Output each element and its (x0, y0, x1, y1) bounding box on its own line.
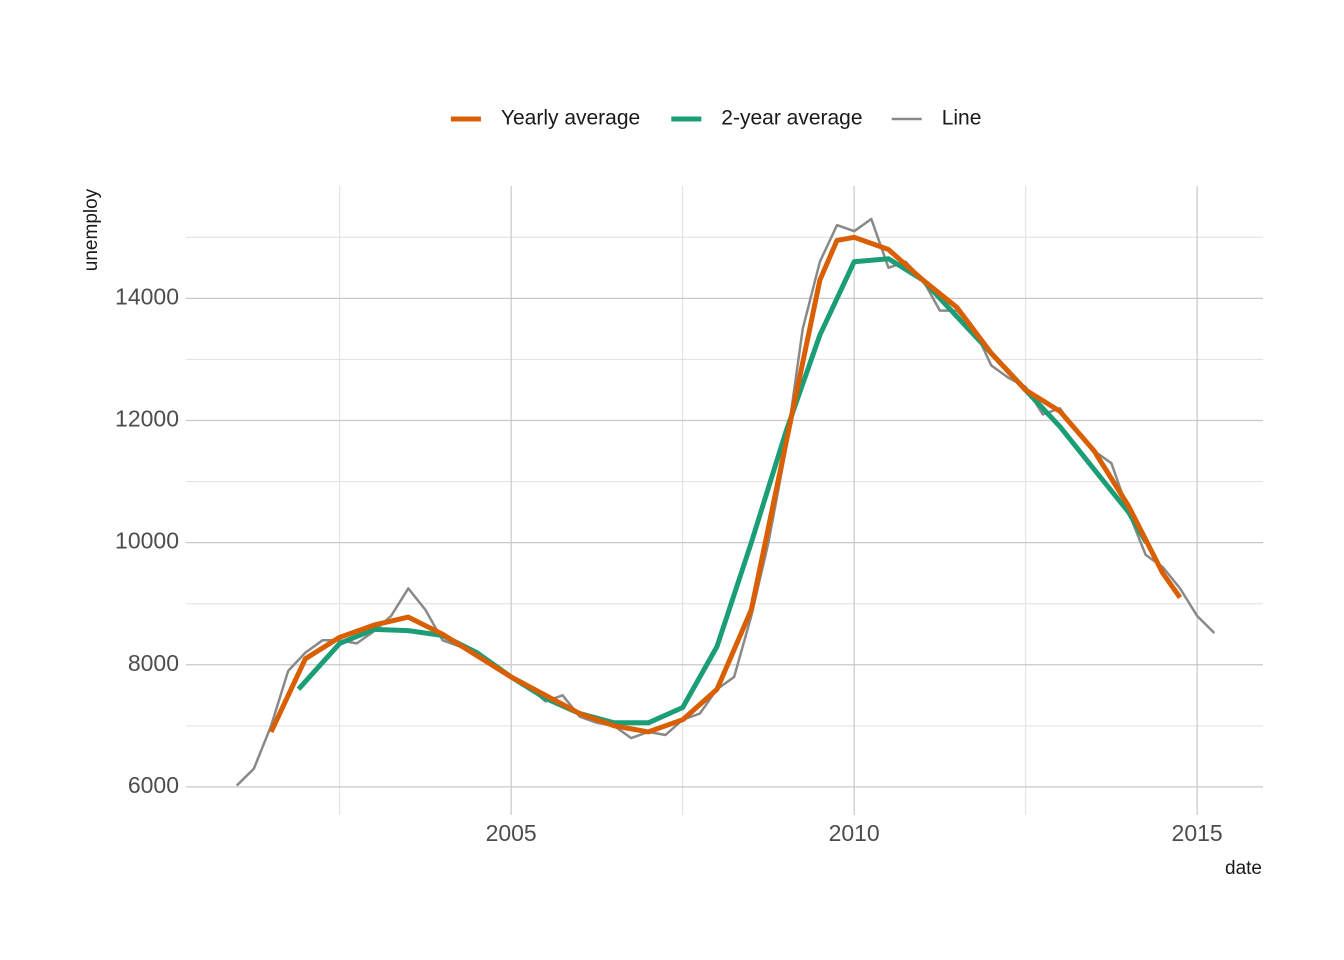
y-tick-label: 8000 (128, 650, 179, 676)
x-tick-label: 2010 (829, 820, 880, 846)
y-tick-label: 12000 (115, 406, 179, 432)
x-tick-label: 2015 (1172, 820, 1223, 846)
y-axis-label: unemploy (81, 188, 102, 271)
series-line (268, 234, 1183, 735)
series-line (235, 217, 1216, 787)
x-axis-label: date (1225, 858, 1262, 879)
legend-label: Line (942, 107, 982, 130)
x-tick-label: 2005 (486, 820, 537, 846)
y-tick-label: 10000 (115, 528, 179, 554)
series-line (296, 256, 1149, 726)
legend-label: Yearly average (501, 107, 640, 130)
y-tick-label: 6000 (128, 772, 179, 798)
legend-label: 2-year average (721, 107, 862, 130)
y-tick-label: 14000 (115, 283, 179, 309)
